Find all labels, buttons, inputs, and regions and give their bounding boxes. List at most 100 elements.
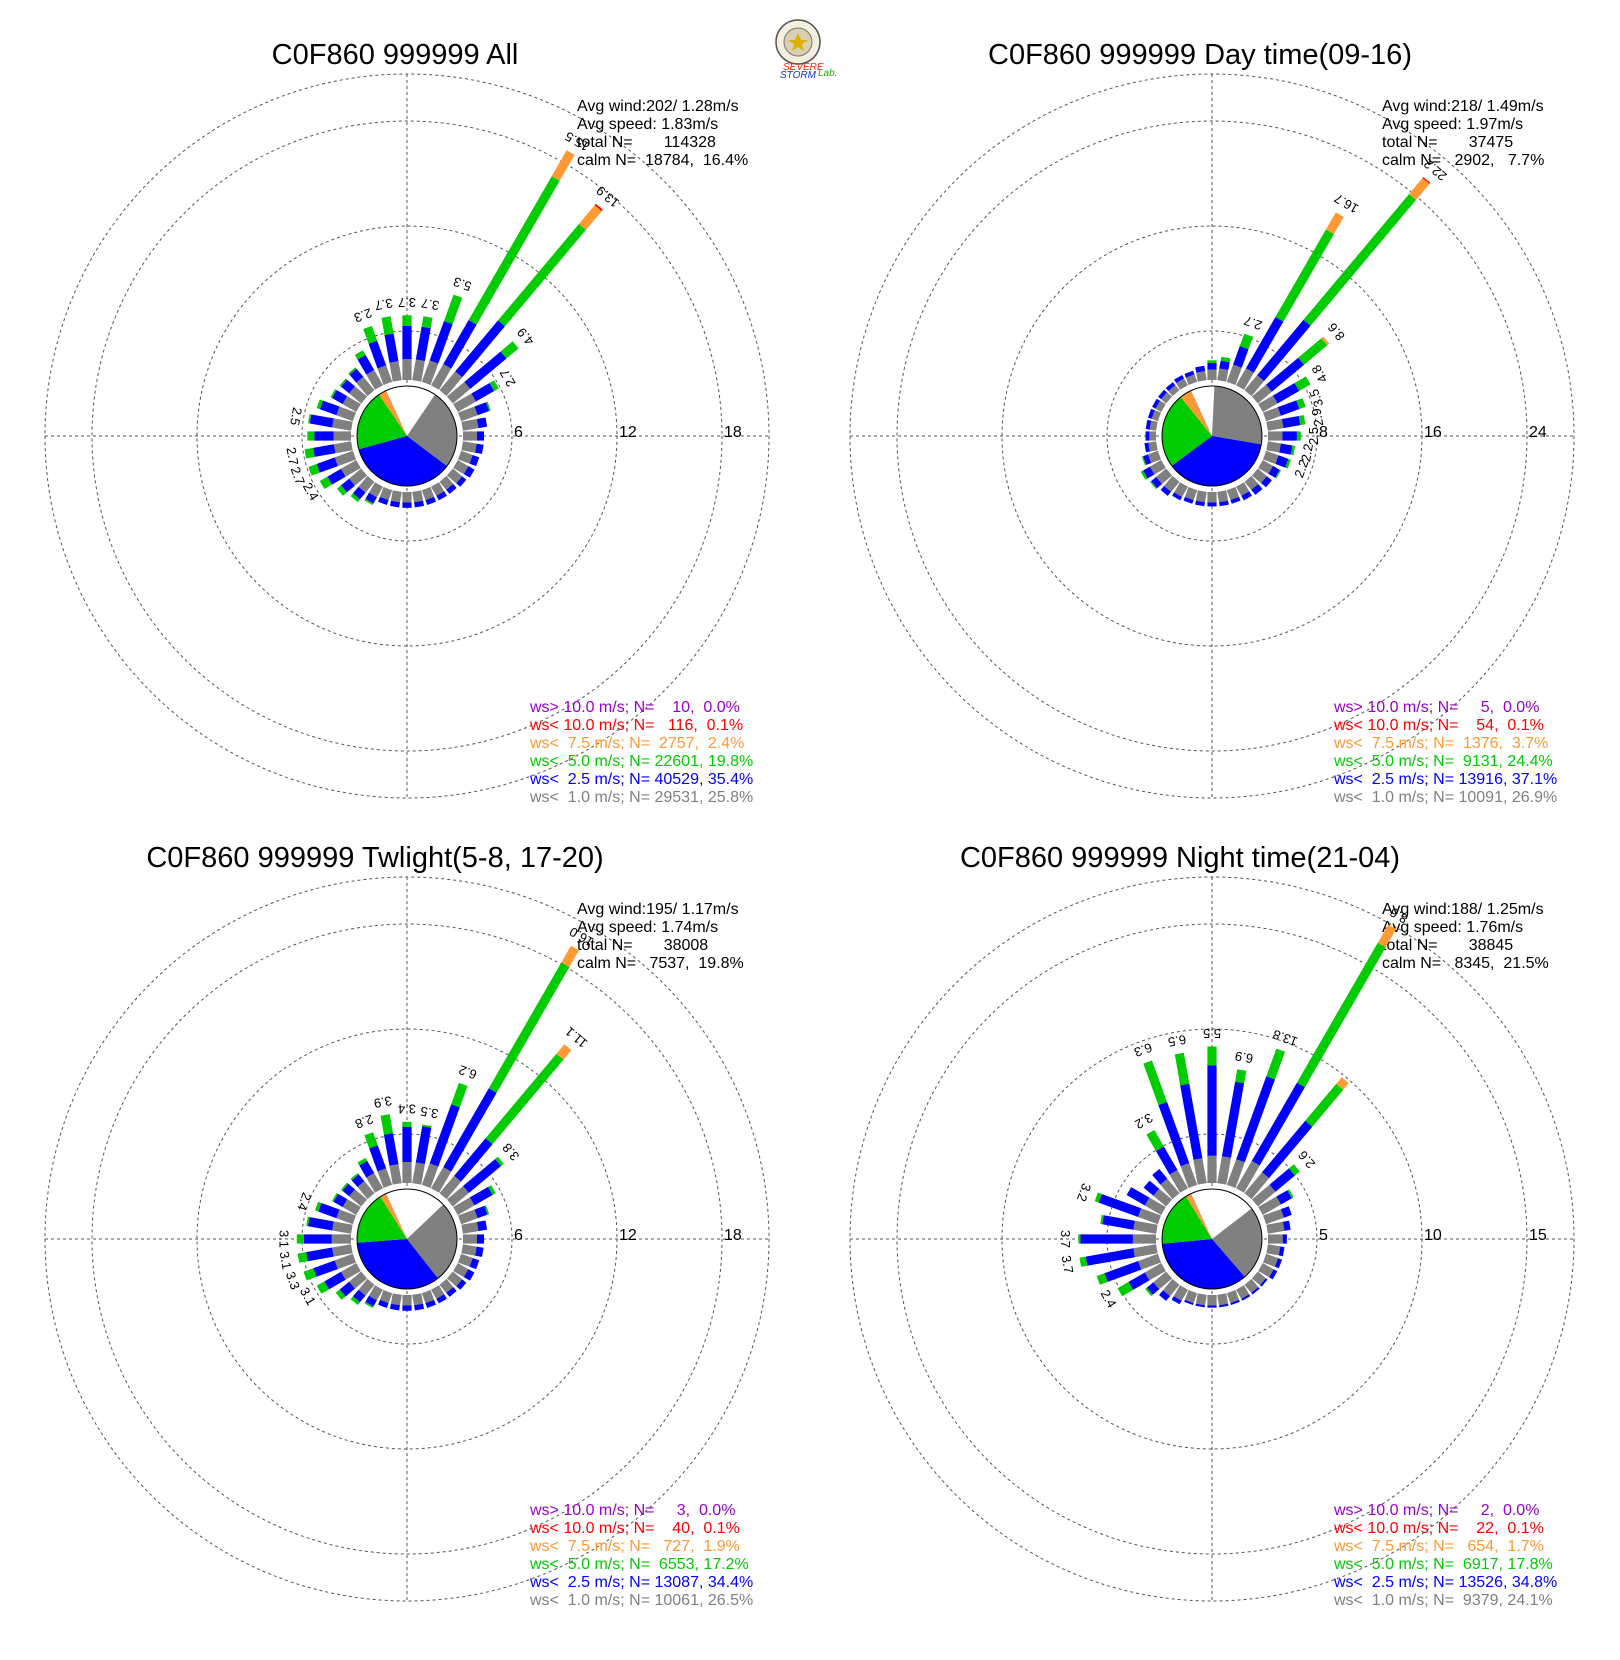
bar-label: 3.5 [419, 1104, 439, 1122]
pie-outline [356, 1188, 458, 1290]
stat-line: calm N= 8345, 21.5% [1382, 955, 1549, 972]
bar-segment-lt1-dir-310 [446, 468, 463, 484]
bar-label: 2.8 [353, 1111, 375, 1131]
bar-segment-lt1-dir-280 [461, 441, 477, 453]
legend-entry: ws< 2.5 m/s; N= 13916, 37.1% [1333, 771, 1557, 788]
bar-segment-lt2_5-dir-320 [446, 1287, 457, 1297]
bar-segment-lt1-dir-290 [458, 450, 473, 464]
pie-slice-lt1 [1212, 1208, 1262, 1277]
bar-segment-lt2_5-dir-50 [1146, 1282, 1160, 1295]
bar-segment-lt1-dir-110 [336, 1209, 356, 1225]
bar-segment-lt5-dir-50 [337, 485, 347, 496]
bar-segment-lt5-dir-220 [1305, 1083, 1344, 1127]
bar-segment-lt1-dir-350 [412, 490, 424, 503]
bar-segment-lt5-dir-40 [350, 493, 360, 502]
bar-segment-lt1-dir-10 [1195, 1293, 1207, 1306]
bar-segment-lt7_5-dir-220 [556, 1044, 572, 1060]
bar-segment-lt1-dir-330 [431, 482, 445, 496]
bar-label: 6.3 [1132, 1040, 1154, 1060]
legend-entry: ws< 7.5 m/s; N= 727, 1.9% [529, 1538, 740, 1555]
bar-segment-lt5-dir-300 [1275, 469, 1281, 479]
bar-segment-lt7_5-dir-210 [1377, 924, 1397, 948]
bar-label: 3.7 [374, 295, 394, 313]
calm-pie [1161, 385, 1263, 487]
bar-segment-lt2_5-dir-30 [1172, 492, 1183, 501]
pie-outline [1161, 1188, 1263, 1290]
bar-segment-lt1-dir-150 [366, 1173, 383, 1193]
ring-label: 24 [1529, 424, 1547, 441]
bar-segment-lt7_5-dir-230 [1321, 336, 1330, 346]
bar-segment-lt1-dir-330 [431, 1285, 445, 1299]
bar-segment-lt5-dir-70 [1096, 1273, 1108, 1285]
bar-segment-lt1-dir-230 [1251, 1184, 1276, 1207]
bar-segment-lt1-dir-60 [1144, 1263, 1166, 1281]
bar-segment-lt5-dir-200 [444, 294, 463, 325]
bar-segment-lt2_5-dir-10 [390, 500, 400, 508]
bar-segment-lt2_5-dir-210 [1245, 317, 1284, 373]
bar-segment-lt2_5-dir-150 [359, 1160, 375, 1178]
bar-segment-lt5-dir-70 [303, 1268, 317, 1281]
ring-label: 16 [1424, 424, 1442, 441]
bar-segment-lt1-dir-300 [453, 460, 469, 475]
pie-slice-lt2_5 [358, 436, 447, 486]
legend-entry: ws< 7.5 m/s; N= 2757, 2.4% [529, 735, 744, 752]
bar-segment-lt2_5-dir-140 [351, 1174, 365, 1187]
stat-line: total N= 37475 [1382, 134, 1513, 151]
bar-segment-lt1-dir-220 [439, 371, 463, 397]
bar-segment-lt1-dir-190 [412, 1162, 425, 1185]
bar-segment-lt1-dir-180 [1207, 1155, 1217, 1183]
panel-title: C0F860 999999 All [272, 39, 519, 71]
bar-segment-lt1-dir-30 [1174, 482, 1188, 497]
direction-bars [1140, 177, 1431, 507]
stat-line: Avg wind:202/ 1.28m/s [577, 98, 739, 115]
bar-segment-lt5-dir-220 [1303, 194, 1416, 326]
bar-segment-lt1-dir-200 [421, 360, 439, 385]
bar-segment-lt1-dir-30 [1173, 1285, 1188, 1301]
bar-segment-lt2_5-dir-80 [313, 444, 336, 457]
bar-label: 5.3 [451, 274, 473, 294]
bar-segment-lt1-dir-320 [1244, 1278, 1259, 1293]
bar-segment-lt2_5-dir-20 [1183, 496, 1194, 504]
bar-segment-lt1-dir-190 [412, 359, 425, 382]
bar-segment-lt2_5-dir-240 [471, 383, 495, 402]
bar-segment-lt1-dir-310 [446, 1271, 463, 1287]
logo-text-storm: STORM [780, 70, 817, 81]
bar-segment-lt1-dir-170 [1196, 371, 1207, 382]
pie-slice-lt1 [407, 1204, 458, 1279]
bar-segment-lt1-dir-50 [349, 468, 368, 486]
bar-label: 2.2 [1291, 457, 1311, 479]
stat-line: total N= 114328 [577, 134, 716, 151]
severe-storm-lab-logo: SEVERE STORM Lab. [775, 19, 837, 81]
bar-segment-lt2_5-dir-210 [443, 320, 477, 369]
bar-segment-lt1-dir-80 [333, 441, 353, 454]
ring-label: 8 [1319, 424, 1328, 441]
bar-segment-lt1-dir-180 [402, 359, 412, 380]
bar-segment-lt1-dir-220 [439, 1175, 462, 1200]
bar-segment-lt2_5-dir-220 [1262, 1120, 1313, 1179]
bar-segment-lt2_5-dir-260 [476, 1220, 488, 1232]
bar-segment-lt2_5-dir-0 [1207, 502, 1217, 507]
bar-segment-lt2_5-dir-10 [1195, 1303, 1205, 1308]
bar-segment-lt1-dir-240 [453, 393, 476, 412]
bar-segment-lt2_5-dir-90 [303, 1234, 332, 1244]
bar-segment-lt2_5-dir-160 [1158, 1101, 1190, 1167]
bar-label: 3.9 [373, 1093, 393, 1111]
bar-segment-lt2_5-dir-250 [474, 402, 490, 416]
bar-segment-lt1-dir-310 [1251, 468, 1267, 484]
bar-segment-lt1-dir-110 [1151, 410, 1161, 422]
pie-outline [1161, 385, 1263, 487]
bar-segment-lt2_5-dir-250 [474, 1205, 488, 1219]
bar-segment-lt2_5-dir-100 [1102, 1215, 1135, 1230]
pie-slice-lt2_5 [1171, 436, 1262, 486]
bar-segment-lt2_5-dir-260 [1281, 416, 1301, 429]
bar-segment-lt5-dir-140 [350, 1173, 359, 1181]
bar-segment-lt5-dir-240 [1287, 1189, 1294, 1199]
bar-segment-lt1-dir-160 [1185, 374, 1198, 385]
bar-segment-lt5-dir-270 [1296, 431, 1301, 441]
bar-segment-lt5-dir-190 [422, 1124, 432, 1128]
bar-segment-lt2_5-dir-130 [342, 1183, 355, 1197]
bar-segment-lt1-dir-80 [1148, 441, 1158, 452]
pie-slice-lt10 [385, 390, 407, 436]
bar-segment-lt5-dir-180 [402, 1121, 412, 1127]
pie-slice-lt10 [385, 1193, 407, 1239]
